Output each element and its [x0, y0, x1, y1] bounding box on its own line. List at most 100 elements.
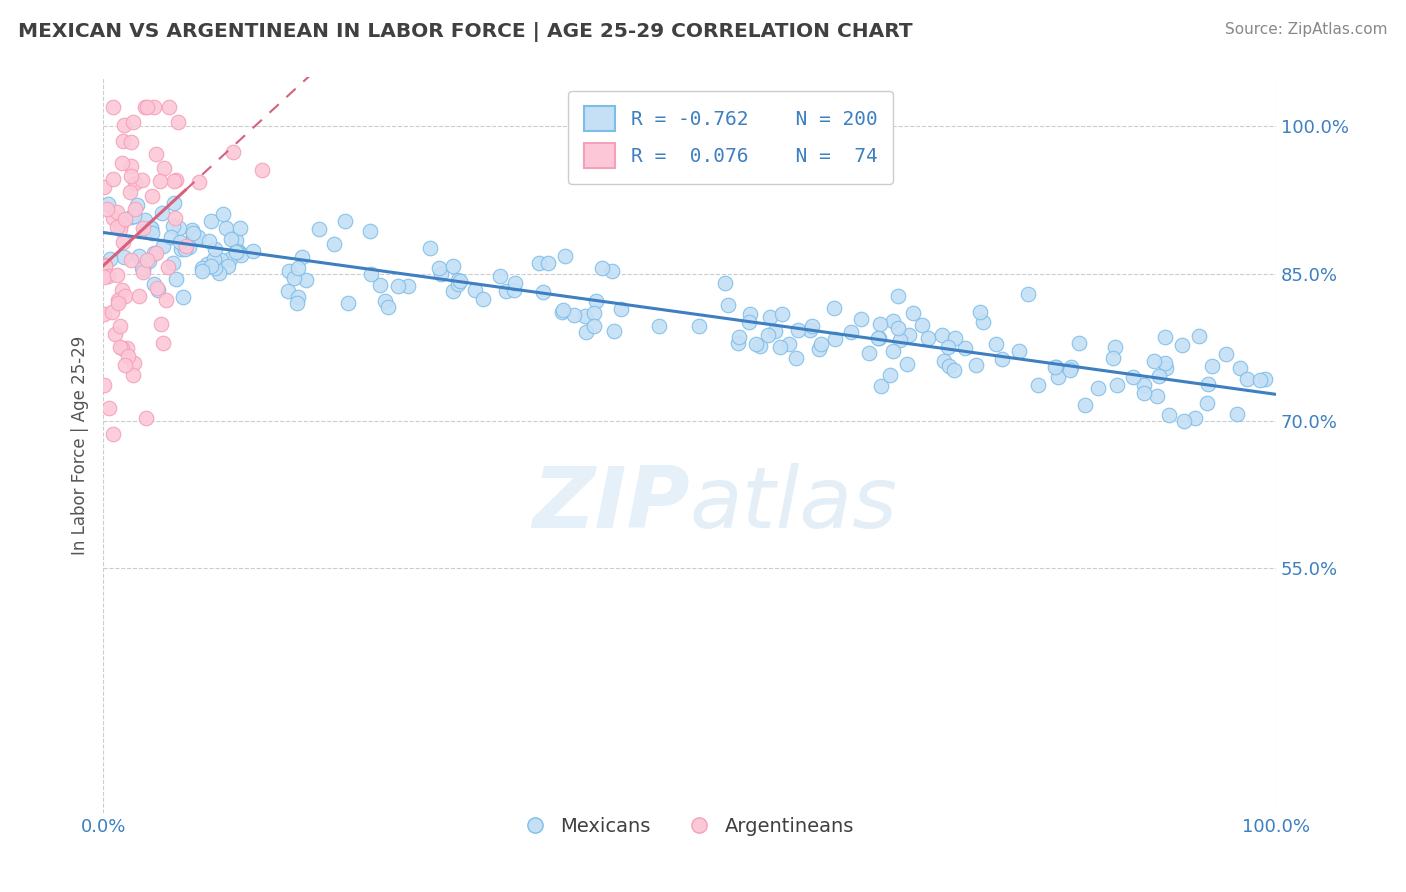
- Point: [1157, 409, 1180, 423]
- Point: [896, 358, 918, 372]
- Point: [93, 307, 115, 321]
- Point: [1226, 408, 1249, 422]
- Point: [152, 239, 174, 253]
- Point: [100, 252, 122, 267]
- Point: [966, 358, 988, 372]
- Point: [225, 233, 247, 247]
- Point: [250, 163, 273, 178]
- Point: [200, 259, 222, 273]
- Point: [107, 293, 129, 307]
- Point: [157, 100, 180, 114]
- Point: [932, 354, 955, 368]
- Point: [136, 253, 159, 268]
- Point: [808, 343, 831, 357]
- Point: [1102, 351, 1125, 365]
- Point: [172, 290, 194, 304]
- Point: [159, 230, 181, 244]
- Point: [195, 257, 218, 271]
- Point: [858, 346, 880, 360]
- Point: [93, 270, 115, 285]
- Point: [176, 239, 198, 253]
- Point: [204, 261, 226, 276]
- Point: [738, 308, 761, 322]
- Point: [911, 318, 934, 332]
- Point: [337, 296, 360, 310]
- Point: [430, 268, 453, 282]
- Point: [1187, 329, 1209, 343]
- Point: [1146, 389, 1168, 403]
- Point: [531, 285, 554, 299]
- Point: [149, 173, 172, 187]
- Point: [163, 174, 186, 188]
- Point: [132, 221, 155, 235]
- Point: [1171, 338, 1194, 352]
- Point: [879, 368, 901, 383]
- Point: [295, 273, 318, 287]
- Point: [150, 317, 173, 331]
- Point: [121, 115, 143, 129]
- Point: [120, 136, 142, 150]
- Point: [866, 331, 889, 345]
- Point: [882, 314, 904, 328]
- Point: [141, 221, 163, 235]
- Point: [778, 336, 800, 351]
- Point: [101, 211, 124, 225]
- Point: [717, 298, 740, 312]
- Point: [283, 271, 305, 285]
- Point: [111, 342, 134, 356]
- Point: [786, 322, 808, 336]
- Point: [141, 189, 163, 203]
- Point: [1201, 359, 1223, 374]
- Point: [181, 231, 204, 245]
- Point: [869, 317, 891, 331]
- Point: [1008, 343, 1031, 358]
- Point: [1073, 398, 1095, 412]
- Point: [447, 273, 470, 287]
- Point: [134, 224, 156, 238]
- Point: [1236, 372, 1258, 386]
- Point: [943, 362, 966, 376]
- Point: [169, 235, 191, 249]
- Point: [225, 244, 247, 258]
- Point: [648, 319, 671, 334]
- Point: [162, 256, 184, 270]
- Legend: Mexicans, Argentineans: Mexicans, Argentineans: [517, 809, 862, 844]
- Point: [688, 319, 710, 334]
- Point: [221, 145, 243, 160]
- Point: [181, 226, 204, 240]
- Point: [163, 195, 186, 210]
- Point: [121, 368, 143, 383]
- Point: [287, 296, 309, 310]
- Point: [181, 223, 204, 237]
- Point: [197, 235, 219, 249]
- Point: [839, 325, 862, 339]
- Point: [122, 355, 145, 369]
- Point: [152, 335, 174, 350]
- Text: ZIP: ZIP: [531, 463, 689, 546]
- Point: [153, 161, 176, 175]
- Point: [112, 118, 135, 132]
- Point: [1121, 370, 1143, 384]
- Point: [335, 214, 357, 228]
- Point: [763, 324, 786, 338]
- Point: [200, 213, 222, 227]
- Y-axis label: In Labor Force | Age 25-29: In Labor Force | Age 25-29: [72, 335, 89, 555]
- Point: [441, 259, 464, 273]
- Point: [287, 290, 309, 304]
- Point: [107, 296, 129, 310]
- Point: [1047, 369, 1070, 384]
- Point: [1173, 414, 1195, 428]
- Point: [145, 146, 167, 161]
- Point: [209, 253, 232, 268]
- Point: [97, 196, 120, 211]
- Point: [166, 115, 188, 129]
- Point: [824, 332, 846, 346]
- Point: [824, 301, 846, 315]
- Point: [972, 315, 994, 329]
- Point: [991, 351, 1014, 366]
- Point: [938, 359, 960, 373]
- Point: [447, 277, 470, 291]
- Point: [145, 245, 167, 260]
- Point: [785, 351, 807, 365]
- Point: [936, 340, 959, 354]
